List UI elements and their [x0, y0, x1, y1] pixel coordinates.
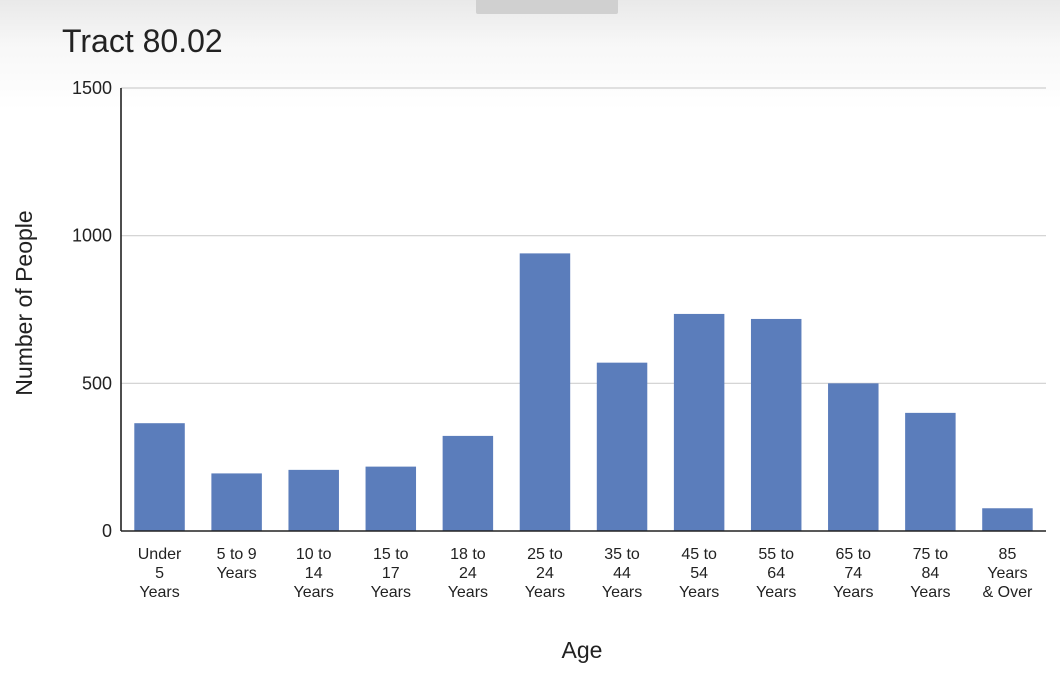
bar — [596, 362, 648, 531]
x-category-label: 5 to 9 Years — [216, 546, 256, 582]
bar — [519, 253, 571, 532]
x-category-label: 10 to 14 Years — [294, 546, 334, 601]
bar — [288, 469, 339, 531]
x-category-label: 75 to 84 Years — [910, 546, 950, 601]
header-background — [0, 0, 1060, 110]
y-tick-label: 0 — [102, 521, 112, 541]
bar — [442, 435, 494, 531]
x-category-label: 35 to 44 Years — [602, 546, 642, 601]
y-tick-label: 1000 — [72, 226, 112, 246]
bar — [673, 313, 725, 531]
x-category-label: 85 Years & Over — [983, 546, 1033, 601]
grid-lines — [121, 87, 1046, 384]
y-tick-labels: 0 500 1000 1500 — [72, 78, 112, 541]
bar — [982, 508, 1033, 531]
bars — [134, 253, 1033, 532]
x-category-label: 45 to 54 Years — [679, 546, 719, 601]
top-tab-handle[interactable] — [476, 0, 618, 14]
x-category-label: Under 5 Years — [138, 546, 182, 601]
y-tick-label: 1500 — [72, 78, 112, 98]
y-axis-label: Number of People — [11, 210, 37, 395]
bar — [134, 423, 185, 531]
x-category-label: 25 to 24 Years — [525, 546, 565, 601]
bar — [365, 466, 417, 531]
bar — [750, 318, 802, 531]
x-category-label: 65 to 74 Years — [833, 546, 873, 601]
bar — [905, 412, 956, 531]
y-tick-label: 500 — [82, 373, 112, 393]
x-category-label: 18 to 24 Years — [448, 546, 488, 601]
chart-title: Tract 80.02 — [62, 23, 223, 59]
x-category-label: 55 to 64 Years — [756, 546, 796, 601]
x-axis-label: Age — [562, 637, 603, 663]
bar — [211, 473, 262, 531]
bar — [828, 383, 879, 531]
x-category-label: 15 to 17 Years — [371, 546, 411, 601]
axes — [120, 88, 1046, 532]
x-category-labels: Under 5 Years 5 to 9 Years 10 to 14 Years 15 to 1… — [138, 546, 1033, 601]
